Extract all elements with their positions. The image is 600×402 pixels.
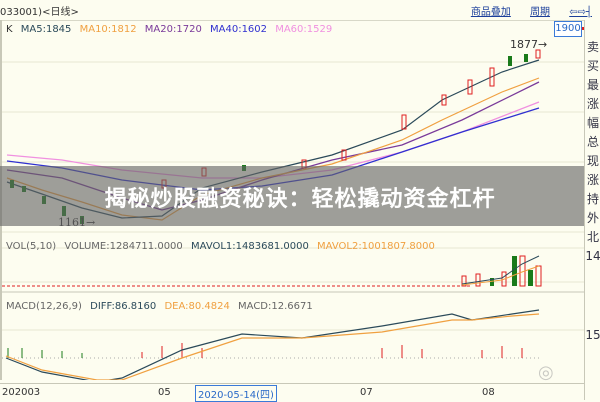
nav-arrows-link[interactable]: ⇦⇨┤ (569, 7, 592, 18)
x-axis: 202003 05 2020-05-14(四) 07 08 (0, 383, 584, 402)
ma5-label: MA5:1845 (20, 24, 72, 35)
ma60-label: MA60:1529 (275, 24, 333, 35)
period-link[interactable]: 周期 (530, 7, 551, 18)
ma40-label: MA40:1602 (210, 24, 268, 35)
price-legend: K MA5:1845 MA10:1812 MA20:1720 MA40:1602… (6, 24, 333, 35)
window-title: 033001)<日线> (0, 7, 79, 18)
current-price-tag: 1900 (554, 21, 582, 37)
volume-legend: VOL(5,10) VOLUME:1284711.0000 MAVOL1:148… (6, 241, 435, 252)
side-item-buy: 买 (586, 59, 599, 73)
top-bar: 033001)<日线> 商品叠加 周期 ⇦⇨┤ (0, 0, 600, 21)
ma20-label: MA20:1720 (144, 24, 202, 35)
headline-overlay (0, 166, 584, 226)
diff-value: DIFF:86.8160 (90, 301, 157, 312)
macd-value: MACD:12.6671 (238, 301, 313, 312)
ma10-label: MA10:1812 (79, 24, 137, 35)
mavol2-value: MAVOL2:1001807.8000 (317, 241, 435, 252)
toolbar-links: 商品叠加 周期 ⇦⇨┤ (455, 3, 592, 18)
dea-value: DEA:80.4824 (164, 301, 230, 312)
volume-value: VOLUME:1284711.0000 (64, 241, 183, 252)
weibo-watermark-icon: ◎ (538, 362, 554, 383)
cursor-date: 2020-05-14(四) (195, 385, 277, 402)
high-annotation: 1877→ (510, 38, 548, 51)
overlay-product-link[interactable]: 商品叠加 (470, 7, 511, 18)
side-item-sell: 卖 (586, 40, 599, 54)
macd-legend: MACD(12,26,9) DIFF:86.8160 DEA:80.4824 M… (6, 301, 313, 312)
quote-side-panel: 卖 买 最 涨 幅 总 现 涨 持 外 北 14 15 (584, 20, 600, 400)
headline-text: 揭秘炒股融资秘诀：轻松撬动资金杠杆 (104, 187, 496, 212)
mavol1-value: MAVOL1:1483681.0000 (190, 241, 309, 252)
